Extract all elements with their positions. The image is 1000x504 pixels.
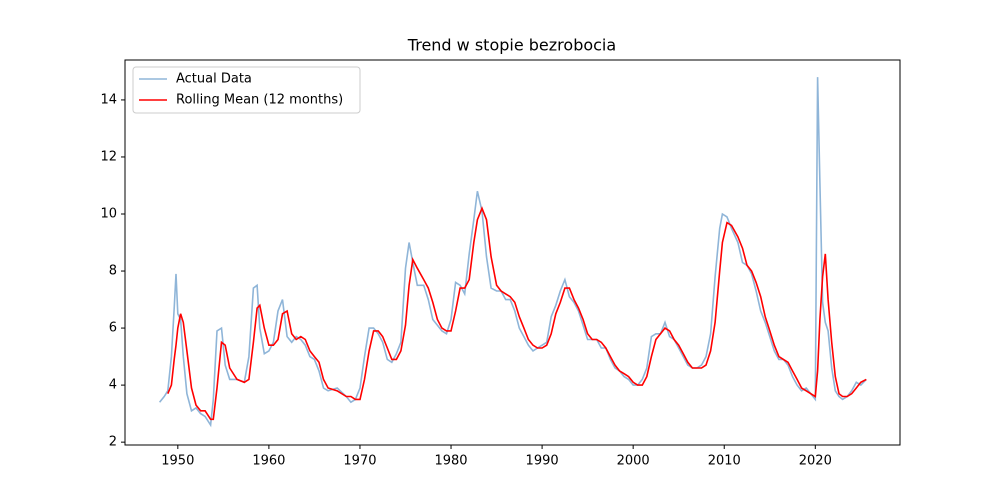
x-tick-label: 2010 — [708, 454, 741, 469]
y-tick-label: 2 — [109, 435, 117, 450]
y-tick-label: 8 — [109, 264, 117, 279]
series-line — [158, 77, 867, 428]
x-tick-label: 2020 — [799, 454, 832, 469]
chart-title: Trend w stopie bezrobocia — [407, 36, 616, 55]
series-line — [167, 206, 867, 421]
y-tick-label: 10 — [100, 207, 117, 222]
x-tick-label: 1960 — [252, 454, 285, 469]
y-tick-label: 4 — [109, 378, 117, 393]
y-tick-label: 14 — [100, 92, 117, 107]
y-tick-label: 6 — [109, 321, 117, 336]
legend-box — [132, 66, 361, 114]
x-tick-label: 1970 — [343, 454, 376, 469]
x-tick-label: 2000 — [617, 454, 650, 469]
plot-frame — [124, 59, 901, 446]
legend-label: Rolling Mean (12 months) — [176, 93, 343, 108]
x-tick-label: 1990 — [526, 454, 559, 469]
y-tick-label: 12 — [100, 149, 117, 164]
legend-label: Actual Data — [176, 72, 252, 87]
x-tick-label: 1950 — [161, 454, 194, 469]
x-tick-label: 1980 — [434, 454, 467, 469]
